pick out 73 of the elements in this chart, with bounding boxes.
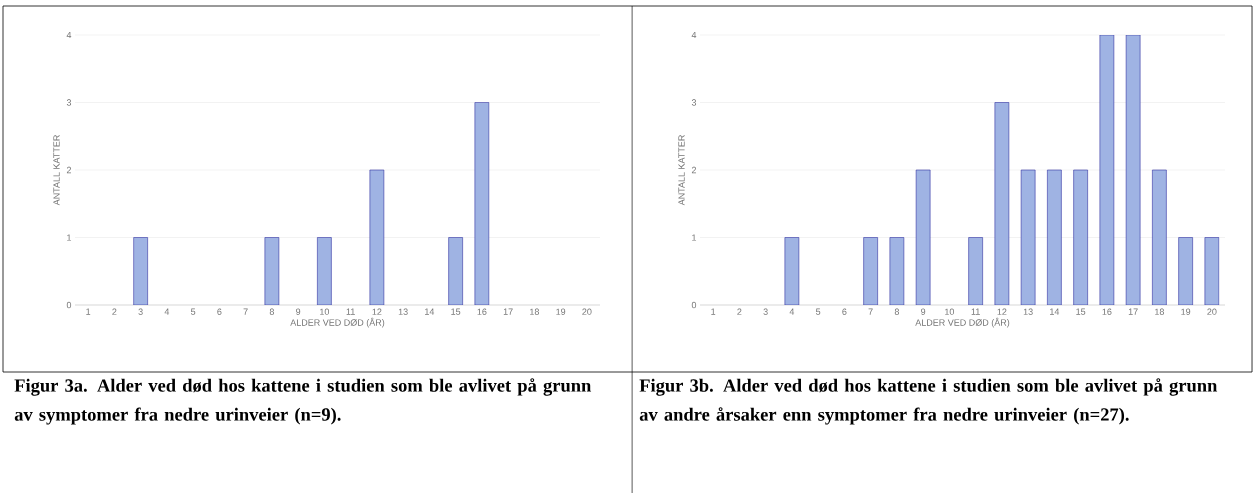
x-tick-label: 8 [269,308,274,315]
x-tick-label: 2 [737,308,742,315]
x-tick-label: 7 [868,308,873,315]
bar [317,237,332,306]
x-tick-label: 4 [789,308,795,315]
x-tick-label: 16 [477,308,487,315]
bar [1125,35,1141,306]
bar [863,237,878,306]
text: Figur 3b. Alder ved død hos kattene i studien som ble avlivet på grunn av andre årsaker enn symptomer fra nedre urinveier (n=27). [639,378,1218,425]
bar [1204,237,1220,306]
x-tick-label: 10 [945,308,955,315]
bar [1073,169,1088,306]
y-tick-label: 0 [691,301,697,309]
x-tick-label: 20 [1207,308,1217,315]
x-tick-label: 20 [582,308,592,315]
bar [1020,169,1036,306]
x-tick-label: 3 [763,308,768,315]
x-axis-title: ALDER VED DØD (ÅR) [915,317,1010,328]
x-tick-label: 4 [164,308,170,315]
x-tick-label: 6 [217,308,222,315]
y-axis-title: ANTALL KATTER [678,135,685,206]
x-tick-label: 11 [346,308,355,315]
y-axis-title: ANTALL KATTER [53,135,60,206]
x-axis-title: ALDER VED DØD (ÅR) [290,317,385,328]
bar [968,237,983,306]
x-tick-label: 9 [921,308,926,315]
x-tick-label: 19 [1181,308,1191,315]
x-tick-label: 6 [842,308,847,315]
y-tick-label: 4 [691,31,697,39]
x-tick-label: 7 [243,308,248,315]
bar [1047,169,1062,306]
x-tick-label: 19 [556,308,566,315]
x-tick-label: 8 [894,308,899,315]
bar [915,169,931,306]
x-tick-label: 14 [425,308,435,315]
x-tick-label: 12 [997,308,1007,315]
y-tick-label: 4 [66,31,72,39]
bar [889,237,905,306]
y-tick-label: 3 [66,99,72,106]
bar [133,237,148,306]
x-tick-label: 18 [530,308,539,315]
x-tick-label: 12 [372,308,382,315]
x-tick-label: 5 [815,308,821,315]
text: Figur 3a. Alder ved død hos kattene i studien som ble avlivet på grunn av symptomer fra nedre urinveier (n=9). [14,378,592,425]
bar [1099,35,1115,306]
y-tick-label: 3 [691,99,697,106]
x-tick-label: 18 [1155,308,1164,315]
x-tick-label: 1 [86,308,91,315]
bar [784,237,800,306]
x-tick-label: 13 [1023,308,1033,315]
y-tick-label: 2 [691,166,697,174]
y-tick-label: 1 [67,234,72,241]
y-tick-label: 1 [692,234,697,241]
bar [448,237,463,306]
x-tick-label: 14 [1050,308,1060,315]
x-tick-label: 16 [1102,308,1112,315]
x-tick-label: 17 [503,308,513,315]
bar [1152,169,1167,306]
bar [1178,237,1193,306]
x-tick-label: 17 [1128,308,1138,315]
x-tick-label: 10 [320,308,330,315]
x-tick-label: 13 [398,308,408,315]
x-tick-label: 15 [1076,308,1086,315]
bar [994,102,1010,306]
x-tick-label: 9 [296,308,301,315]
x-tick-label: 11 [971,308,980,315]
y-tick-label: 2 [66,166,72,174]
x-tick-label: 5 [190,308,196,315]
x-tick-label: 15 [451,308,461,315]
x-tick-label: 3 [138,308,143,315]
y-tick-label: 0 [66,301,72,309]
x-tick-label: 1 [711,308,716,315]
x-tick-label: 2 [112,308,117,315]
